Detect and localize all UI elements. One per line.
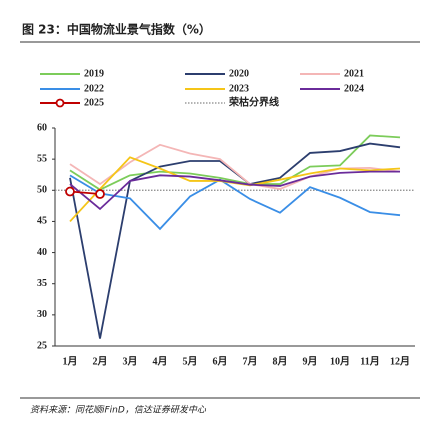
y-tick-label: 35 [37, 278, 47, 289]
x-tick-label: 3月 [123, 355, 138, 367]
legend-label: 2021 [344, 68, 364, 79]
legend-label: 荣枯分界线 [228, 95, 279, 108]
legend-label: 2019 [84, 68, 104, 79]
legend-label: 2022 [84, 83, 104, 94]
legend-label: 2025 [84, 97, 104, 108]
chart-title: 图 23：中国物流业景气指数（%） [22, 22, 211, 37]
legend-label: 2020 [229, 68, 249, 79]
x-tick-label: 7月 [243, 355, 258, 367]
series-line [69, 134, 401, 191]
y-tick-label: 55 [37, 153, 47, 164]
x-tick-label: 2月 [93, 355, 108, 367]
legend-label: 2024 [344, 83, 364, 94]
series-line [69, 174, 401, 231]
series-marker [95, 189, 105, 199]
x-tick-label: 11月 [360, 355, 379, 367]
x-tick-label: 9月 [303, 355, 318, 367]
x-tick-label: 4月 [153, 355, 168, 367]
source: 资料来源：同花顺iFinD，信达证券研发中心 [30, 405, 207, 416]
y-tick-label: 50 [37, 185, 47, 196]
y-tick-label: 40 [37, 247, 47, 258]
y-tick-label: 45 [37, 216, 47, 227]
legend-marker [55, 98, 65, 108]
series-line [69, 190, 101, 195]
y-tick-label: 30 [37, 309, 47, 320]
x-tick-label: 5月 [183, 355, 198, 367]
y-tick-label: 25 [37, 340, 47, 351]
x-tick-label: 10月 [330, 355, 350, 367]
legend-label: 2023 [229, 83, 249, 94]
x-tick-label: 8月 [273, 355, 288, 367]
series-marker [65, 186, 75, 197]
y-tick-label: 60 [37, 122, 47, 133]
x-tick-label: 12月 [390, 355, 410, 367]
series-line [69, 170, 400, 211]
x-tick-label: 6月 [213, 355, 228, 367]
x-tick-label: 1月 [63, 355, 78, 367]
